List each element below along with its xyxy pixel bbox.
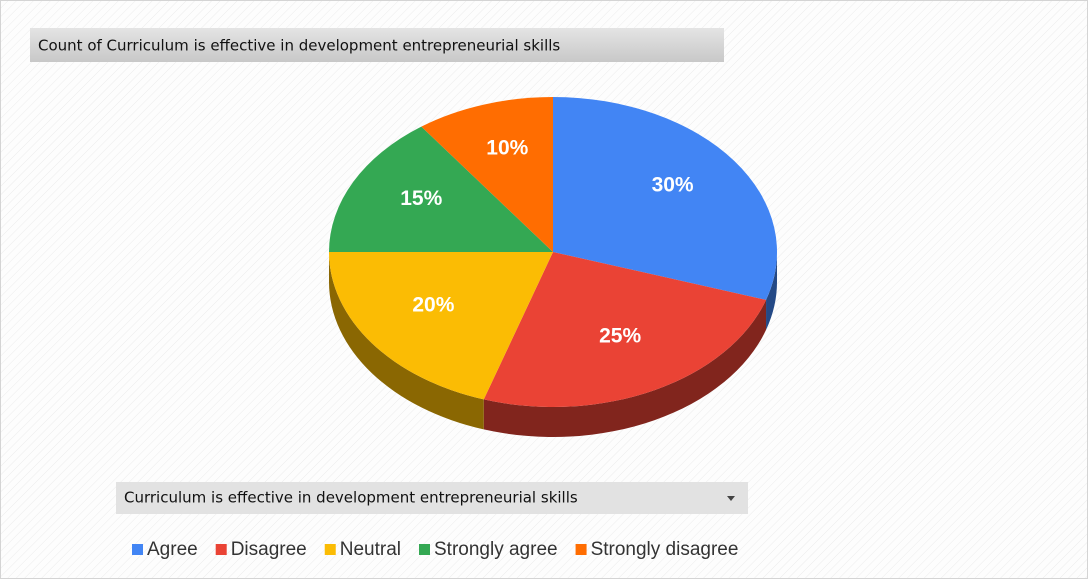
- legend-label: Strongly agree: [434, 539, 558, 560]
- field-button-label[interactable]: Curriculum is effective in development e…: [124, 489, 578, 507]
- data-label: 10%: [486, 136, 528, 159]
- legend: Agree Disagree Neutral Strongly agree Strong…: [132, 539, 738, 560]
- slice: [329, 252, 553, 400]
- data-label: 30%: [652, 173, 694, 196]
- chart-title: Count of Curriculum is effective in deve…: [38, 37, 560, 55]
- slice: [553, 97, 777, 300]
- legend-label: Strongly disagree: [591, 539, 739, 560]
- legend-swatch: [575, 544, 587, 555]
- legend-swatch: [324, 544, 336, 555]
- title-box: [30, 28, 724, 62]
- field-button-box[interactable]: [116, 482, 748, 514]
- slice-side: [483, 299, 767, 437]
- slice: [483, 252, 767, 407]
- data-label: 25%: [599, 325, 641, 348]
- slice-side: [329, 252, 484, 430]
- legend-swatch: [215, 544, 227, 555]
- legend-swatch: [132, 544, 143, 555]
- pie: 30% 25% 20% 15% 10%: [329, 97, 777, 437]
- data-label: 15%: [400, 187, 442, 210]
- slice: [421, 97, 553, 252]
- legend-label: Disagree: [231, 539, 307, 560]
- dropdown-arrow[interactable]: [727, 496, 735, 501]
- legend-swatch: [419, 544, 430, 555]
- legend-label: Neutral: [340, 539, 401, 560]
- slice-side: [766, 252, 777, 330]
- field-button[interactable]: Curriculum is effective in development e…: [116, 482, 748, 514]
- data-label: 20%: [412, 294, 454, 317]
- legend-label: Agree: [147, 539, 198, 560]
- slice: [329, 126, 553, 252]
